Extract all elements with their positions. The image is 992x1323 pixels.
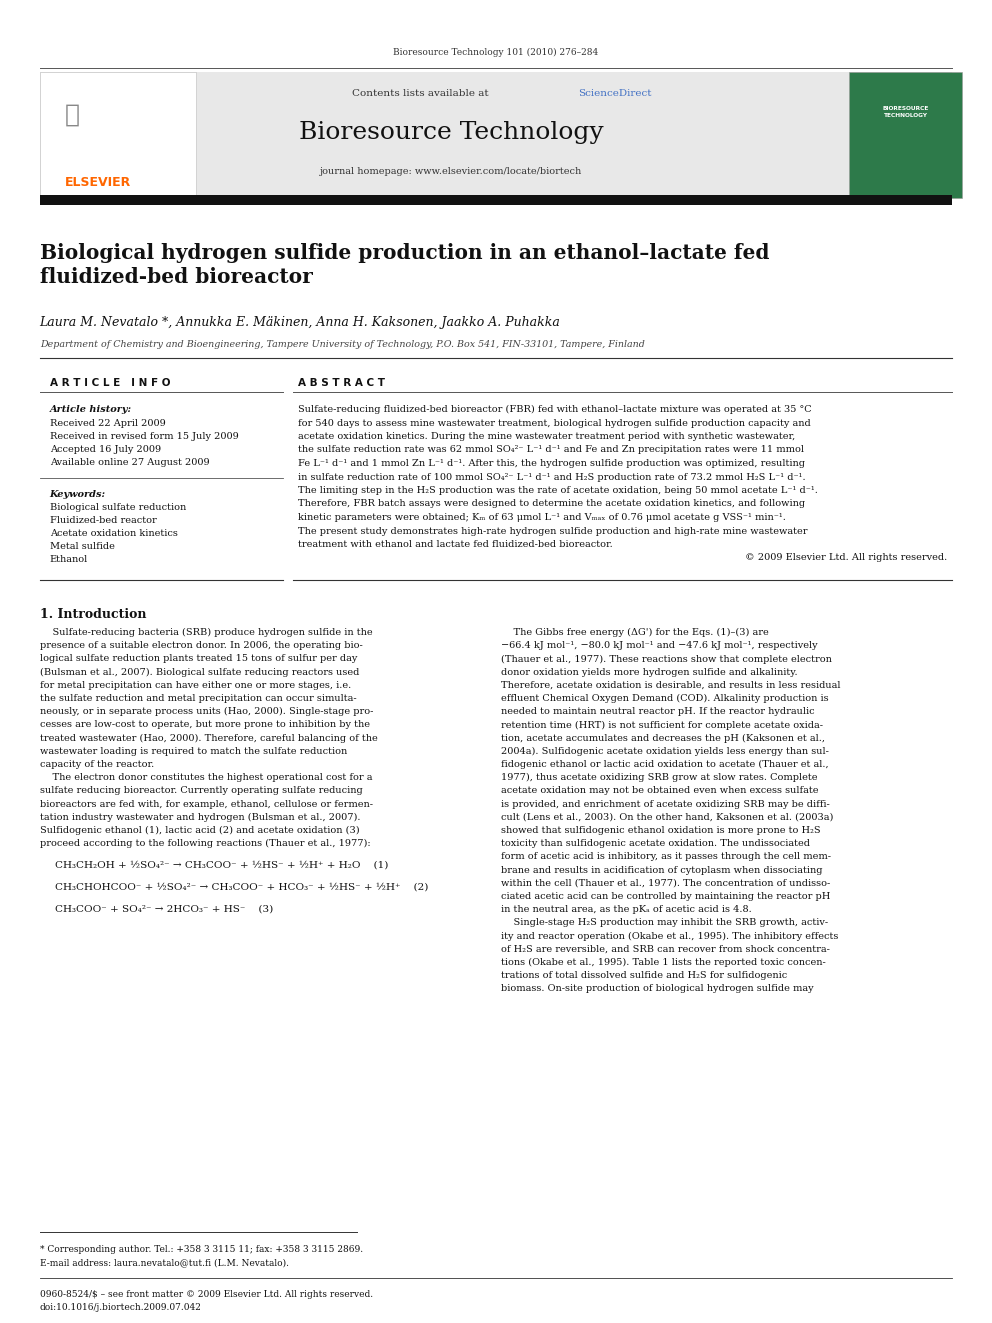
- Text: Bioresource Technology 101 (2010) 276–284: Bioresource Technology 101 (2010) 276–28…: [394, 48, 598, 57]
- Bar: [40, 71, 952, 198]
- Text: Bioresource Technology: Bioresource Technology: [299, 120, 604, 143]
- Text: brane and results in acidification of cytoplasm when dissociating: brane and results in acidification of cy…: [501, 865, 822, 875]
- Text: Article history:: Article history:: [50, 405, 132, 414]
- Text: Biological hydrogen sulfide production in an ethanol–lactate fed
fluidized-bed b: Biological hydrogen sulfide production i…: [40, 243, 769, 287]
- Text: Therefore, acetate oxidation is desirable, and results in less residual: Therefore, acetate oxidation is desirabl…: [501, 681, 840, 689]
- Text: 🌳: 🌳: [64, 103, 79, 127]
- Text: Fluidized-bed reactor: Fluidized-bed reactor: [50, 516, 157, 525]
- Text: Keywords:: Keywords:: [50, 490, 106, 499]
- Text: journal homepage: www.elsevier.com/locate/biortech: journal homepage: www.elsevier.com/locat…: [320, 168, 582, 176]
- Text: for 540 days to assess mine wastewater treatment, biological hydrogen sulfide pr: for 540 days to assess mine wastewater t…: [298, 418, 810, 427]
- Text: Sulfidogenic ethanol (1), lactic acid (2) and acetate oxidation (3): Sulfidogenic ethanol (1), lactic acid (2…: [40, 826, 359, 835]
- Text: wastewater loading is required to match the sulfate reduction: wastewater loading is required to match …: [40, 746, 347, 755]
- Text: 1977), thus acetate oxidizing SRB grow at slow rates. Complete: 1977), thus acetate oxidizing SRB grow a…: [501, 773, 817, 782]
- Text: Single-stage H₂S production may inhibit the SRB growth, activ-: Single-stage H₂S production may inhibit …: [501, 918, 828, 927]
- Text: ity and reactor operation (Okabe et al., 1995). The inhibitory effects: ity and reactor operation (Okabe et al.,…: [501, 931, 838, 941]
- Text: CH₃CHOHCOO⁻ + ½SO₄²⁻ → CH₃COO⁻ + HCO₃⁻ + ½HS⁻ + ½H⁺    (2): CH₃CHOHCOO⁻ + ½SO₄²⁻ → CH₃COO⁻ + HCO₃⁻ +…: [55, 882, 428, 892]
- Text: Sulfate-reducing fluidized-bed bioreactor (FBR) fed with ethanol–lactate mixture: Sulfate-reducing fluidized-bed bioreacto…: [298, 405, 811, 414]
- Text: fidogenic ethanol or lactic acid oxidation to acetate (Thauer et al.,: fidogenic ethanol or lactic acid oxidati…: [501, 759, 828, 769]
- Text: in sulfate reduction rate of 100 mmol SO₄²⁻ L⁻¹ d⁻¹ and H₂S production rate of 7: in sulfate reduction rate of 100 mmol SO…: [298, 472, 806, 482]
- Text: acetate oxidation may not be obtained even when excess sulfate: acetate oxidation may not be obtained ev…: [501, 786, 818, 795]
- Text: E-mail address: laura.nevatalo@tut.fi (L.M. Nevatalo).: E-mail address: laura.nevatalo@tut.fi (L…: [40, 1258, 289, 1267]
- Text: (Thauer et al., 1977). These reactions show that complete electron: (Thauer et al., 1977). These reactions s…: [501, 655, 832, 664]
- Text: Fe L⁻¹ d⁻¹ and 1 mmol Zn L⁻¹ d⁻¹. After this, the hydrogen sulfide production wa: Fe L⁻¹ d⁻¹ and 1 mmol Zn L⁻¹ d⁻¹. After …: [298, 459, 805, 468]
- Text: CH₃CH₂OH + ½SO₄²⁻ → CH₃COO⁻ + ½HS⁻ + ½H⁺ + H₂O    (1): CH₃CH₂OH + ½SO₄²⁻ → CH₃COO⁻ + ½HS⁻ + ½H⁺…: [55, 860, 388, 869]
- Text: is provided, and enrichment of acetate oxidizing SRB may be diffi-: is provided, and enrichment of acetate o…: [501, 799, 829, 808]
- Text: showed that sulfidogenic ethanol oxidation is more prone to H₂S: showed that sulfidogenic ethanol oxidati…: [501, 826, 820, 835]
- Text: BIORESOURCE
TECHNOLOGY: BIORESOURCE TECHNOLOGY: [883, 106, 929, 118]
- Text: © 2009 Elsevier Ltd. All rights reserved.: © 2009 Elsevier Ltd. All rights reserved…: [745, 553, 947, 562]
- Text: CH₃COO⁻ + SO₄²⁻ → 2HCO₃⁻ + HS⁻    (3): CH₃COO⁻ + SO₄²⁻ → 2HCO₃⁻ + HS⁻ (3): [55, 905, 273, 913]
- Text: in the neutral area, as the pKₐ of acetic acid is 4.8.: in the neutral area, as the pKₐ of aceti…: [501, 905, 752, 914]
- Text: kinetic parameters were obtained; Kₘ of 63 μmol L⁻¹ and Vₘₐₓ of 0.76 μmol acetat: kinetic parameters were obtained; Kₘ of …: [298, 513, 786, 523]
- Text: The limiting step in the H₂S production was the rate of acetate oxidation, being: The limiting step in the H₂S production …: [298, 486, 817, 495]
- Bar: [40, 71, 196, 198]
- Text: the sulfate reduction and metal precipitation can occur simulta-: the sulfate reduction and metal precipit…: [40, 695, 356, 703]
- Text: A R T I C L E   I N F O: A R T I C L E I N F O: [50, 378, 170, 388]
- Text: * Corresponding author. Tel.: +358 3 3115 11; fax: +358 3 3115 2869.: * Corresponding author. Tel.: +358 3 311…: [40, 1245, 363, 1254]
- Text: Accepted 16 July 2009: Accepted 16 July 2009: [50, 445, 161, 454]
- Text: the sulfate reduction rate was 62 mmol SO₄²⁻ L⁻¹ d⁻¹ and Fe and Zn precipitation: the sulfate reduction rate was 62 mmol S…: [298, 446, 804, 455]
- Text: sulfate reducing bioreactor. Currently operating sulfate reducing: sulfate reducing bioreactor. Currently o…: [40, 786, 362, 795]
- Text: within the cell (Thauer et al., 1977). The concentration of undisso-: within the cell (Thauer et al., 1977). T…: [501, 878, 830, 888]
- Text: trations of total dissolved sulfide and H₂S for sulfidogenic: trations of total dissolved sulfide and …: [501, 971, 788, 980]
- Text: Acetate oxidation kinetics: Acetate oxidation kinetics: [50, 529, 178, 538]
- Text: tation industry wastewater and hydrogen (Bulsman et al., 2007).: tation industry wastewater and hydrogen …: [40, 812, 360, 822]
- Text: retention time (HRT) is not sufficient for complete acetate oxida-: retention time (HRT) is not sufficient f…: [501, 721, 823, 729]
- Text: ciated acetic acid can be controlled by maintaining the reactor pH: ciated acetic acid can be controlled by …: [501, 892, 830, 901]
- Text: cult (Lens et al., 2003). On the other hand, Kaksonen et al. (2003a): cult (Lens et al., 2003). On the other h…: [501, 812, 833, 822]
- Text: capacity of the reactor.: capacity of the reactor.: [40, 759, 154, 769]
- Text: 0960-8524/$ – see front matter © 2009 Elsevier Ltd. All rights reserved.: 0960-8524/$ – see front matter © 2009 El…: [40, 1290, 373, 1299]
- Text: Therefore, FBR batch assays were designed to determine the acetate oxidation kin: Therefore, FBR batch assays were designe…: [298, 500, 805, 508]
- Text: of H₂S are reversible, and SRB can recover from shock concentra-: of H₂S are reversible, and SRB can recov…: [501, 945, 830, 954]
- Text: Available online 27 August 2009: Available online 27 August 2009: [50, 458, 209, 467]
- Text: effluent Chemical Oxygen Demand (COD). Alkalinity production is: effluent Chemical Oxygen Demand (COD). A…: [501, 695, 828, 703]
- Text: biomass. On-site production of biological hydrogen sulfide may: biomass. On-site production of biologica…: [501, 984, 813, 994]
- Text: logical sulfate reduction plants treated 15 tons of sulfur per day: logical sulfate reduction plants treated…: [40, 655, 357, 663]
- Text: bioreactors are fed with, for example, ethanol, cellulose or fermen-: bioreactors are fed with, for example, e…: [40, 799, 373, 808]
- Text: ELSEVIER: ELSEVIER: [64, 176, 131, 189]
- Text: for metal precipitation can have either one or more stages, i.e.: for metal precipitation can have either …: [40, 681, 351, 689]
- Text: A B S T R A C T: A B S T R A C T: [298, 378, 385, 388]
- Text: Received 22 April 2009: Received 22 April 2009: [50, 419, 166, 429]
- Text: (Bulsman et al., 2007). Biological sulfate reducing reactors used: (Bulsman et al., 2007). Biological sulfa…: [40, 668, 359, 677]
- Bar: [849, 71, 962, 198]
- Text: needed to maintain neutral reactor pH. If the reactor hydraulic: needed to maintain neutral reactor pH. I…: [501, 708, 814, 716]
- Text: doi:10.1016/j.biortech.2009.07.042: doi:10.1016/j.biortech.2009.07.042: [40, 1303, 201, 1312]
- Text: proceed according to the following reactions (Thauer et al., 1977):: proceed according to the following react…: [40, 839, 370, 848]
- Text: presence of a suitable electron donor. In 2006, the operating bio-: presence of a suitable electron donor. I…: [40, 642, 362, 650]
- Text: neously, or in separate process units (Hao, 2000). Single-stage pro-: neously, or in separate process units (H…: [40, 708, 373, 716]
- Text: 1. Introduction: 1. Introduction: [40, 609, 146, 620]
- Text: tions (Okabe et al., 1995). Table 1 lists the reported toxic concen-: tions (Okabe et al., 1995). Table 1 list…: [501, 958, 825, 967]
- Text: Contents lists available at: Contents lists available at: [352, 89, 492, 98]
- Text: Department of Chemistry and Bioengineering, Tampere University of Technology, P.: Department of Chemistry and Bioengineeri…: [40, 340, 645, 349]
- Text: treatment with ethanol and lactate fed fluidized-bed bioreactor.: treatment with ethanol and lactate fed f…: [298, 540, 612, 549]
- Text: Sulfate-reducing bacteria (SRB) produce hydrogen sulfide in the: Sulfate-reducing bacteria (SRB) produce …: [40, 628, 372, 638]
- Text: Biological sulfate reduction: Biological sulfate reduction: [50, 503, 186, 512]
- Text: Metal sulfide: Metal sulfide: [50, 542, 114, 550]
- Text: Laura M. Nevatalo *, Annukka E. Mäkinen, Anna H. Kaksonen, Jaakko A. Puhakka: Laura M. Nevatalo *, Annukka E. Mäkinen,…: [40, 316, 560, 329]
- Text: Ethanol: Ethanol: [50, 556, 88, 564]
- Text: ScienceDirect: ScienceDirect: [578, 89, 652, 98]
- Text: cesses are low-cost to operate, but more prone to inhibition by the: cesses are low-cost to operate, but more…: [40, 721, 370, 729]
- Bar: [40, 194, 952, 205]
- Text: −66.4 kJ mol⁻¹, −80.0 kJ mol⁻¹ and −47.6 kJ mol⁻¹, respectively: −66.4 kJ mol⁻¹, −80.0 kJ mol⁻¹ and −47.6…: [501, 642, 817, 650]
- Text: donor oxidation yields more hydrogen sulfide and alkalinity.: donor oxidation yields more hydrogen sul…: [501, 668, 798, 676]
- Text: Received in revised form 15 July 2009: Received in revised form 15 July 2009: [50, 433, 238, 441]
- Text: The Gibbs free energy (ΔG') for the Eqs. (1)–(3) are: The Gibbs free energy (ΔG') for the Eqs.…: [501, 628, 769, 638]
- Text: The present study demonstrates high-rate hydrogen sulfide production and high-ra: The present study demonstrates high-rate…: [298, 527, 807, 536]
- Text: treated wastewater (Hao, 2000). Therefore, careful balancing of the: treated wastewater (Hao, 2000). Therefor…: [40, 733, 377, 742]
- Text: acetate oxidation kinetics. During the mine wastewater treatment period with syn: acetate oxidation kinetics. During the m…: [298, 433, 795, 441]
- Text: form of acetic acid is inhibitory, as it passes through the cell mem-: form of acetic acid is inhibitory, as it…: [501, 852, 831, 861]
- Text: toxicity than sulfidogenic acetate oxidation. The undissociated: toxicity than sulfidogenic acetate oxida…: [501, 839, 809, 848]
- Text: 2004a). Sulfidogenic acetate oxidation yields less energy than sul-: 2004a). Sulfidogenic acetate oxidation y…: [501, 746, 829, 755]
- Text: The electron donor constitutes the highest operational cost for a: The electron donor constitutes the highe…: [40, 773, 372, 782]
- Text: tion, acetate accumulates and decreases the pH (Kaksonen et al.,: tion, acetate accumulates and decreases …: [501, 733, 825, 742]
